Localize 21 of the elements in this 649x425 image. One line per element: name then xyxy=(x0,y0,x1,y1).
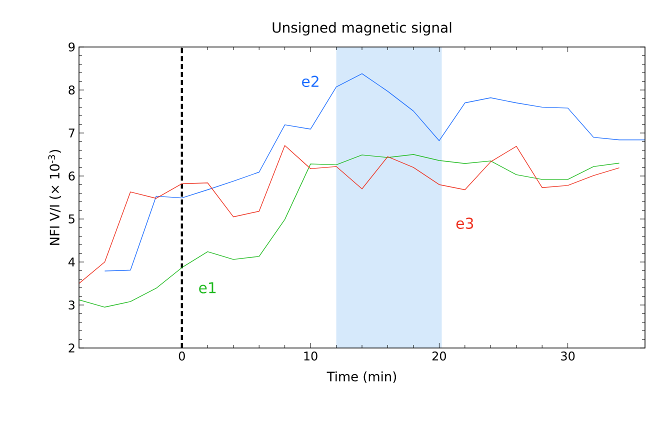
y-tick-label: 2 xyxy=(68,344,74,352)
y-tick-label: 6 xyxy=(68,171,75,181)
x-tick-label: 10 xyxy=(304,352,318,361)
chart-title: Unsigned magnetic signal xyxy=(272,22,452,36)
y-tick-label: 8 xyxy=(68,85,75,95)
y-tick-label: 3 xyxy=(68,300,75,310)
series-label: e1 xyxy=(199,282,216,294)
y-axis-title: NFI V/I (× 10$^{-3}$) xyxy=(48,150,62,245)
y-tick-label: 5 xyxy=(68,214,74,224)
series-label: e3 xyxy=(456,218,474,229)
line-series xyxy=(104,73,646,272)
y-tick-label: 4 xyxy=(68,258,75,266)
x-axis-title: Time (min) xyxy=(326,371,396,383)
x-tick-label: 30 xyxy=(561,352,575,361)
x-tick-label: 0 xyxy=(178,352,185,361)
series-label: e2 xyxy=(302,76,318,88)
x-tick-label: 20 xyxy=(432,352,446,361)
line-series xyxy=(79,145,620,284)
y-tick-label: 9 xyxy=(68,42,75,52)
y-tick-label: 7 xyxy=(68,128,74,138)
line-series xyxy=(79,154,620,308)
